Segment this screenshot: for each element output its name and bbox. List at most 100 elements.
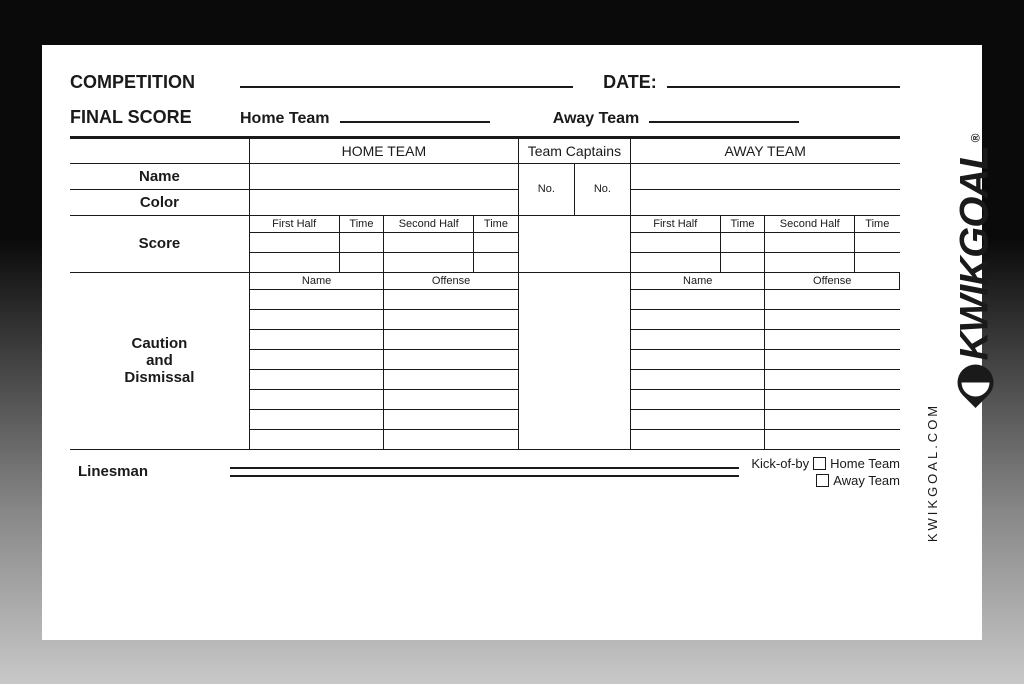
score-cell[interactable] bbox=[765, 252, 855, 272]
score-cell[interactable] bbox=[855, 232, 900, 252]
caution-cell[interactable] bbox=[249, 309, 384, 329]
home-color-field[interactable] bbox=[249, 189, 518, 215]
date-field[interactable] bbox=[667, 70, 900, 88]
away-caution-name-hdr: Name bbox=[630, 272, 765, 289]
caution-cell[interactable] bbox=[384, 369, 519, 389]
brand-logo: KWIKGOAL ® bbox=[952, 134, 997, 400]
brand-url: KWIKGOAL.COM bbox=[925, 402, 940, 541]
competition-row: COMPETITION DATE: bbox=[70, 70, 900, 93]
registered-mark: ® bbox=[968, 134, 982, 142]
final-score-row: FINAL SCORE Home Team Away Team bbox=[70, 107, 900, 128]
caution-cell[interactable] bbox=[765, 389, 900, 409]
score-cell[interactable] bbox=[630, 252, 720, 272]
kickoff-home-label: Home Team bbox=[830, 456, 900, 471]
color-label: Color bbox=[70, 189, 249, 215]
score-cell[interactable] bbox=[720, 232, 765, 252]
caution-cell[interactable] bbox=[765, 329, 900, 349]
score-cell[interactable] bbox=[474, 232, 519, 252]
team-captains-header: Team Captains bbox=[518, 138, 630, 163]
competition-field[interactable] bbox=[240, 70, 573, 88]
home-first-half-hdr: First Half bbox=[249, 215, 339, 232]
name-label: Name bbox=[70, 163, 249, 189]
score-cell[interactable] bbox=[339, 252, 384, 272]
home-name-field[interactable] bbox=[249, 163, 518, 189]
caution-cell[interactable] bbox=[765, 369, 900, 389]
captain-no-home[interactable]: No. bbox=[518, 163, 574, 215]
kickoff-away-checkbox[interactable] bbox=[816, 474, 829, 487]
caution-cell[interactable] bbox=[249, 409, 384, 429]
away-team-field[interactable] bbox=[649, 107, 799, 123]
caution-cell[interactable] bbox=[630, 409, 765, 429]
score-cell[interactable] bbox=[249, 252, 339, 272]
score-cell[interactable] bbox=[720, 252, 765, 272]
caution-cell[interactable] bbox=[630, 389, 765, 409]
caution-cell[interactable] bbox=[765, 309, 900, 329]
caution-label: Caution and Dismissal bbox=[70, 272, 249, 449]
away-team-label: Away Team bbox=[553, 110, 640, 128]
caution-cell[interactable] bbox=[630, 329, 765, 349]
caution-cell[interactable] bbox=[384, 329, 519, 349]
home-caution-offense-hdr: Offense bbox=[384, 272, 519, 289]
away-sh-time-hdr: Time bbox=[855, 215, 900, 232]
away-caution-offense-hdr: Offense bbox=[765, 272, 900, 289]
home-team-label: Home Team bbox=[240, 110, 330, 128]
home-team-header: HOME TEAM bbox=[249, 138, 518, 163]
brand-icon bbox=[957, 364, 993, 400]
home-fh-time-hdr: Time bbox=[339, 215, 384, 232]
score-label: Score bbox=[70, 215, 249, 272]
caution-cell[interactable] bbox=[384, 349, 519, 369]
final-score-label: FINAL SCORE bbox=[70, 107, 230, 128]
score-cell[interactable] bbox=[249, 232, 339, 252]
score-cell[interactable] bbox=[474, 252, 519, 272]
caution-cell[interactable] bbox=[384, 389, 519, 409]
linesman-field-1[interactable] bbox=[230, 467, 739, 469]
linesman-label: Linesman bbox=[70, 463, 230, 480]
kickoff-away-label: Away Team bbox=[833, 473, 900, 488]
score-cell[interactable] bbox=[630, 232, 720, 252]
caution-cell[interactable] bbox=[765, 289, 900, 309]
score-cell[interactable] bbox=[384, 252, 474, 272]
main-table: HOME TEAM Team Captains AWAY TEAM Name N… bbox=[70, 136, 900, 450]
away-name-field[interactable] bbox=[630, 163, 899, 189]
brand-name: KWIKGOAL bbox=[952, 146, 997, 360]
caution-cell[interactable] bbox=[630, 309, 765, 329]
caution-cell[interactable] bbox=[384, 429, 519, 449]
caution-cell[interactable] bbox=[249, 389, 384, 409]
scorecard: COMPETITION DATE: FINAL SCORE Home Team … bbox=[42, 45, 982, 640]
caution-cell[interactable] bbox=[384, 409, 519, 429]
caution-center-gap bbox=[518, 272, 630, 449]
home-team-field[interactable] bbox=[340, 107, 490, 123]
caution-cell[interactable] bbox=[630, 349, 765, 369]
linesman-field-2[interactable] bbox=[230, 475, 739, 477]
home-second-half-hdr: Second Half bbox=[384, 215, 474, 232]
score-cell[interactable] bbox=[765, 232, 855, 252]
caution-cell[interactable] bbox=[249, 329, 384, 349]
home-sh-time-hdr: Time bbox=[474, 215, 519, 232]
caution-cell[interactable] bbox=[384, 309, 519, 329]
kickoff-home-checkbox[interactable] bbox=[813, 457, 826, 470]
away-first-half-hdr: First Half bbox=[630, 215, 720, 232]
caution-cell[interactable] bbox=[249, 369, 384, 389]
caution-cell[interactable] bbox=[249, 349, 384, 369]
score-cell[interactable] bbox=[339, 232, 384, 252]
caution-cell[interactable] bbox=[630, 369, 765, 389]
away-fh-time-hdr: Time bbox=[720, 215, 765, 232]
captain-no-away[interactable]: No. bbox=[574, 163, 630, 215]
kickoff-section: Kick-of-by Home Team Away Team bbox=[751, 456, 900, 488]
caution-cell[interactable] bbox=[630, 289, 765, 309]
brand-sidebar: KWIKGOAL® KWIKGOAL.COM bbox=[902, 85, 960, 610]
caution-cell[interactable] bbox=[765, 349, 900, 369]
away-color-field[interactable] bbox=[630, 189, 899, 215]
date-label: DATE: bbox=[603, 72, 657, 93]
caution-cell[interactable] bbox=[765, 429, 900, 449]
content-area: COMPETITION DATE: FINAL SCORE Home Team … bbox=[70, 70, 900, 488]
score-cell[interactable] bbox=[384, 232, 474, 252]
away-second-half-hdr: Second Half bbox=[765, 215, 855, 232]
caution-cell[interactable] bbox=[249, 289, 384, 309]
score-cell[interactable] bbox=[855, 252, 900, 272]
caution-cell[interactable] bbox=[249, 429, 384, 449]
caution-cell[interactable] bbox=[765, 409, 900, 429]
caution-cell[interactable] bbox=[630, 429, 765, 449]
caution-cell[interactable] bbox=[384, 289, 519, 309]
linesman-row: Linesman Kick-of-by Home Team Away Team bbox=[70, 456, 900, 488]
